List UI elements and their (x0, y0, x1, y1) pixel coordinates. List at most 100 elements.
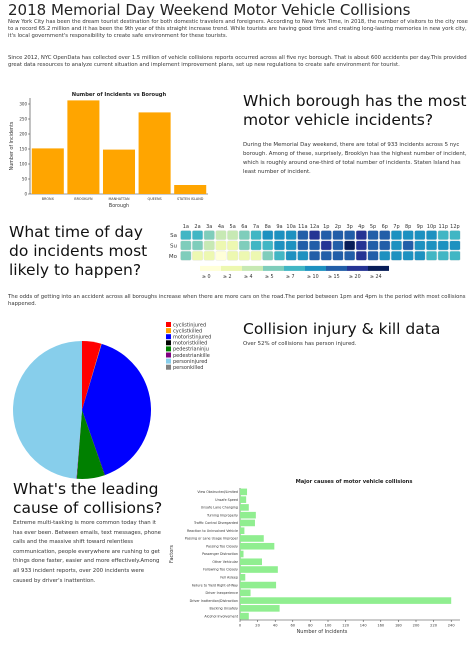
borough-category-label: BRONX (42, 197, 55, 201)
heatmap-cell (273, 230, 285, 241)
borough-bar (174, 185, 207, 194)
heatmap-cell (273, 250, 285, 261)
heatmap-hour-label: 8a (265, 224, 271, 230)
heatmap-hour-label: 4p (358, 224, 364, 230)
borough-y-tick-label: 100 (19, 162, 27, 167)
heatmap-cell (203, 230, 215, 241)
time-of-day-description: The odds of getting into an accident acr… (8, 294, 466, 308)
borough-category-label: STATEN ISLAND (177, 197, 204, 201)
causes-bar (240, 527, 245, 535)
causes-x-tick-label: 140 (360, 624, 368, 628)
causes-category-label: Unsafe Lane Changing (201, 506, 238, 510)
heatmap-cell (426, 230, 438, 241)
page-title: 2018 Memorial Day Weekend Motor Vehicle … (8, 1, 411, 19)
heatmap-cell (215, 230, 227, 241)
causes-bar (240, 589, 251, 597)
heatmap-hour-label: 3a (206, 224, 212, 230)
pie-slice (13, 341, 83, 479)
causes-category-label: Passing or Lane Usage Improper (185, 537, 239, 541)
heatmap-cell (332, 250, 344, 261)
causes-bar (240, 605, 280, 612)
heatmap-cell (332, 230, 344, 241)
heatmap-cell (203, 250, 215, 261)
heatmap-cell (250, 240, 262, 251)
borough-bar (102, 149, 136, 194)
heatmap-cell (262, 240, 274, 251)
heatmap-cell (355, 230, 367, 241)
heatmap-cell (297, 230, 309, 241)
heatmap-cell (390, 230, 403, 241)
pie-legend-swatch (166, 322, 171, 327)
heatmap-hour-label: 5p (370, 224, 376, 230)
heatmap-hour-label: 1p (323, 224, 329, 230)
heatmap-cell (308, 240, 321, 251)
injury-pie-chart: cyclistinjuredcyclistkilledmotoristinjur… (13, 322, 211, 479)
heatmap-hour-label: 12p (450, 224, 460, 230)
heatmap-cell (355, 250, 367, 261)
heatmap-legend-label: ≥ 5 (265, 274, 274, 280)
causes-x-label: Number of Incidents (297, 629, 348, 635)
heatmap-cell (367, 250, 379, 261)
heatmap-hour-label: 12a (310, 224, 319, 230)
causes-bar (240, 581, 277, 589)
pie-legend-swatch (166, 328, 171, 334)
pie-legend-swatch (166, 334, 171, 340)
pie-legend-label: cyclistkilled (173, 328, 202, 334)
heatmap-cell (192, 230, 204, 241)
hourly-heatmap: 1a 2a 3a 4a 5a 6a 7a 8a 9a 10a 11a 12a 1p 2p 3p 4p 5p 6p 7… (169, 224, 461, 280)
heatmap-cell (192, 250, 204, 261)
heatmap-legend-swatch (242, 265, 263, 271)
heatmap-cell (344, 240, 356, 251)
heatmap-cell (344, 230, 356, 241)
pie-slice (76, 410, 105, 479)
heatmap-hour-label: 5a (230, 224, 236, 230)
heatmap-hour-label: 1a (183, 224, 189, 230)
causes-category-label: Alcohol Involvement (204, 614, 238, 618)
heatmap-cell (297, 240, 309, 251)
borough-bar (67, 100, 100, 194)
heatmap-cell (308, 230, 321, 241)
pie-legend-label: personinjured (173, 359, 207, 365)
pie-slice (82, 410, 105, 476)
borough-description: During the Memorial Day weekend, there a… (243, 142, 467, 175)
heatmap-cell (414, 250, 426, 261)
heatmap-legend-swatch (284, 265, 305, 271)
borough-y-label: Number of Incidents (9, 121, 15, 170)
heatmap-hour-label: 7p (393, 224, 399, 230)
causes-x-tick-label: 160 (377, 624, 385, 628)
causes-category-label: Reaction to Uninvolved Vehicle (187, 529, 238, 533)
heatmap-cell (192, 240, 204, 251)
heatmap-cell (238, 250, 250, 261)
heatmap-hour-label: 3p (346, 224, 352, 230)
heatmap-hour-label: 10a (286, 224, 295, 230)
pie-legend-label: pedestriankille (173, 353, 210, 359)
intro-paragraph-1: New York City has been the dream tourist… (8, 19, 468, 40)
heatmap-cell (227, 230, 239, 241)
heatmap-cell (414, 230, 426, 241)
heatmap-legend-label: ≥ 10 (307, 274, 319, 280)
causes-category-label: View Obstructed/Limited (197, 490, 238, 494)
causes-category-label: Other Vehicular (212, 560, 238, 564)
pie-legend-swatch (166, 346, 171, 352)
causes-category-label: Unsafe Speed (215, 498, 238, 502)
causes-bar (240, 542, 275, 550)
heatmap-cell (203, 240, 215, 251)
causes-bar (240, 612, 249, 620)
heatmap-cell (250, 230, 262, 241)
causes-category-label: Traffic Control Disregarded (193, 521, 238, 525)
heatmap-hour-label: 11p (438, 224, 448, 230)
pie-slice (76, 410, 82, 479)
heatmap-hour-label: 7a (253, 224, 259, 230)
heatmap-legend-label: ≥ 2 (223, 274, 232, 280)
causes-x-tick-label: 100 (325, 624, 333, 628)
heatmap-cell (262, 230, 274, 241)
heatmap-cell (250, 250, 262, 261)
heatmap-cell (320, 230, 332, 241)
pie-legend-label: personkilled (173, 365, 203, 371)
heatmap-legend-label: ≥ 15 (328, 274, 340, 280)
causes-x-tick-label: 240 (448, 624, 456, 628)
heatmap-cell (344, 250, 356, 261)
causes-bar (240, 566, 278, 573)
heatmap-hour-label: 8p (405, 224, 411, 230)
heatmap-cell (437, 250, 449, 261)
